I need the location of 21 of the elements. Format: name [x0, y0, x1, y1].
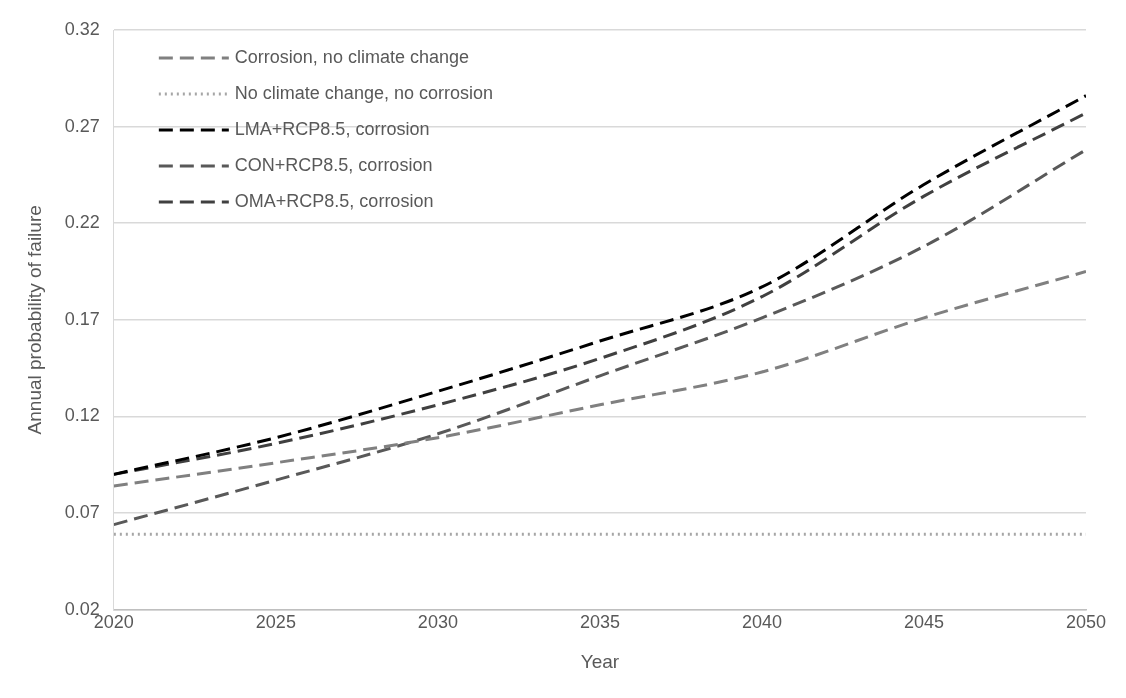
- line-series: [113, 270, 1086, 488]
- y-tick-label: 0.12: [64, 405, 100, 426]
- y-tick-label: 0.17: [64, 308, 100, 329]
- x-tick-label: 2045: [903, 612, 944, 633]
- legend-label: CON+RCP8.5, corrosion: [234, 154, 433, 175]
- line-series: [113, 148, 1086, 527]
- legend-label: Corrosion, no climate change: [234, 46, 469, 67]
- y-tick-label: 0.22: [64, 212, 100, 233]
- x-axis-title: Year: [580, 650, 620, 672]
- legend-label: OMA+RCP8.5, corrosion: [234, 190, 434, 211]
- x-tick-label: 2050: [1065, 612, 1107, 633]
- legend-label: LMA+RCP8.5, corrosion: [234, 118, 430, 139]
- y-tick-label: 0.32: [64, 18, 100, 39]
- x-tick-label: 2035: [579, 612, 620, 633]
- legend-label: No climate change, no corrosion: [234, 82, 493, 103]
- x-tick-label: 2025: [255, 612, 296, 633]
- y-axis-title: Annual probability of failure: [23, 205, 45, 435]
- x-tick-label: 2040: [741, 612, 782, 633]
- y-tick-label: 0.27: [64, 115, 100, 136]
- y-tick-label: 0.07: [64, 501, 100, 522]
- x-tick-label: 2030: [417, 612, 458, 633]
